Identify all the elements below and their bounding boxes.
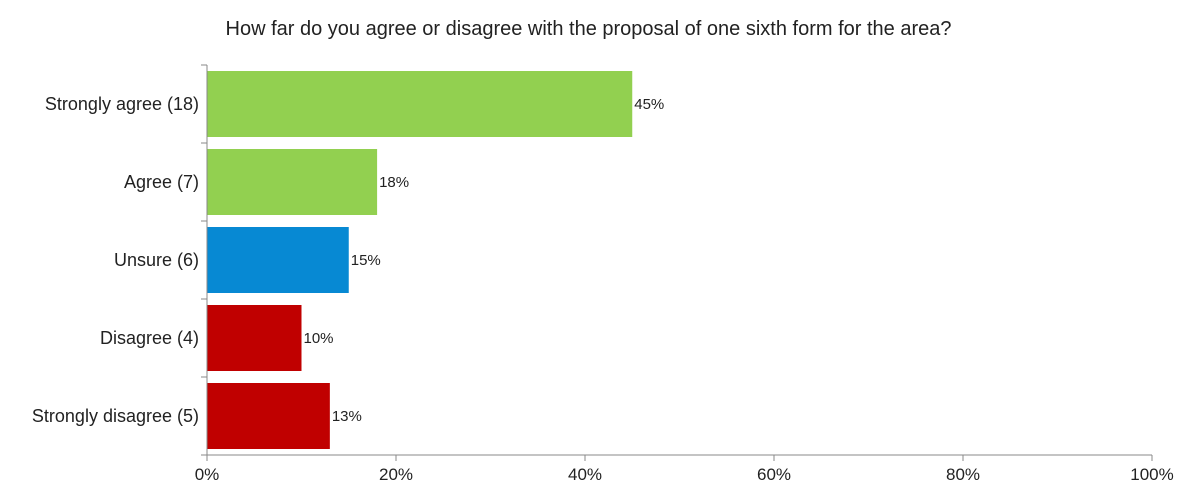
bar: [207, 71, 633, 137]
data-label: 10%: [304, 330, 334, 347]
category-label: Disagree (4): [100, 328, 199, 348]
chart-title: How far do you agree or disagree with th…: [225, 18, 952, 40]
bar: [207, 383, 330, 449]
value-labels: 45% 18% 15% 10% 13%: [304, 96, 665, 425]
x-tick-label: 80%: [946, 465, 980, 484]
bar: [207, 305, 302, 371]
category-label: Unsure (6): [114, 250, 199, 270]
data-label: 18%: [379, 174, 409, 191]
category-label: Strongly disagree (5): [32, 406, 199, 426]
category-labels: Strongly agree (18) Agree (7) Unsure (6) Di…: [32, 94, 199, 426]
data-label: 13%: [332, 408, 362, 425]
axes: 0% 20% 40% 60% 80% 100%: [195, 64, 1174, 484]
data-label: 15%: [351, 252, 381, 269]
bar: [207, 227, 349, 293]
category-label: Strongly agree (18): [45, 94, 199, 114]
x-tick-label: 100%: [1130, 465, 1173, 484]
bars-group: [207, 71, 633, 449]
x-tick-label: 60%: [757, 465, 791, 484]
x-tick-label: 40%: [568, 465, 602, 484]
bar: [207, 149, 378, 215]
x-tick-label: 0%: [195, 465, 220, 484]
data-label: 45%: [634, 96, 664, 113]
category-label: Agree (7): [124, 172, 199, 192]
x-tick-label: 20%: [379, 465, 413, 484]
